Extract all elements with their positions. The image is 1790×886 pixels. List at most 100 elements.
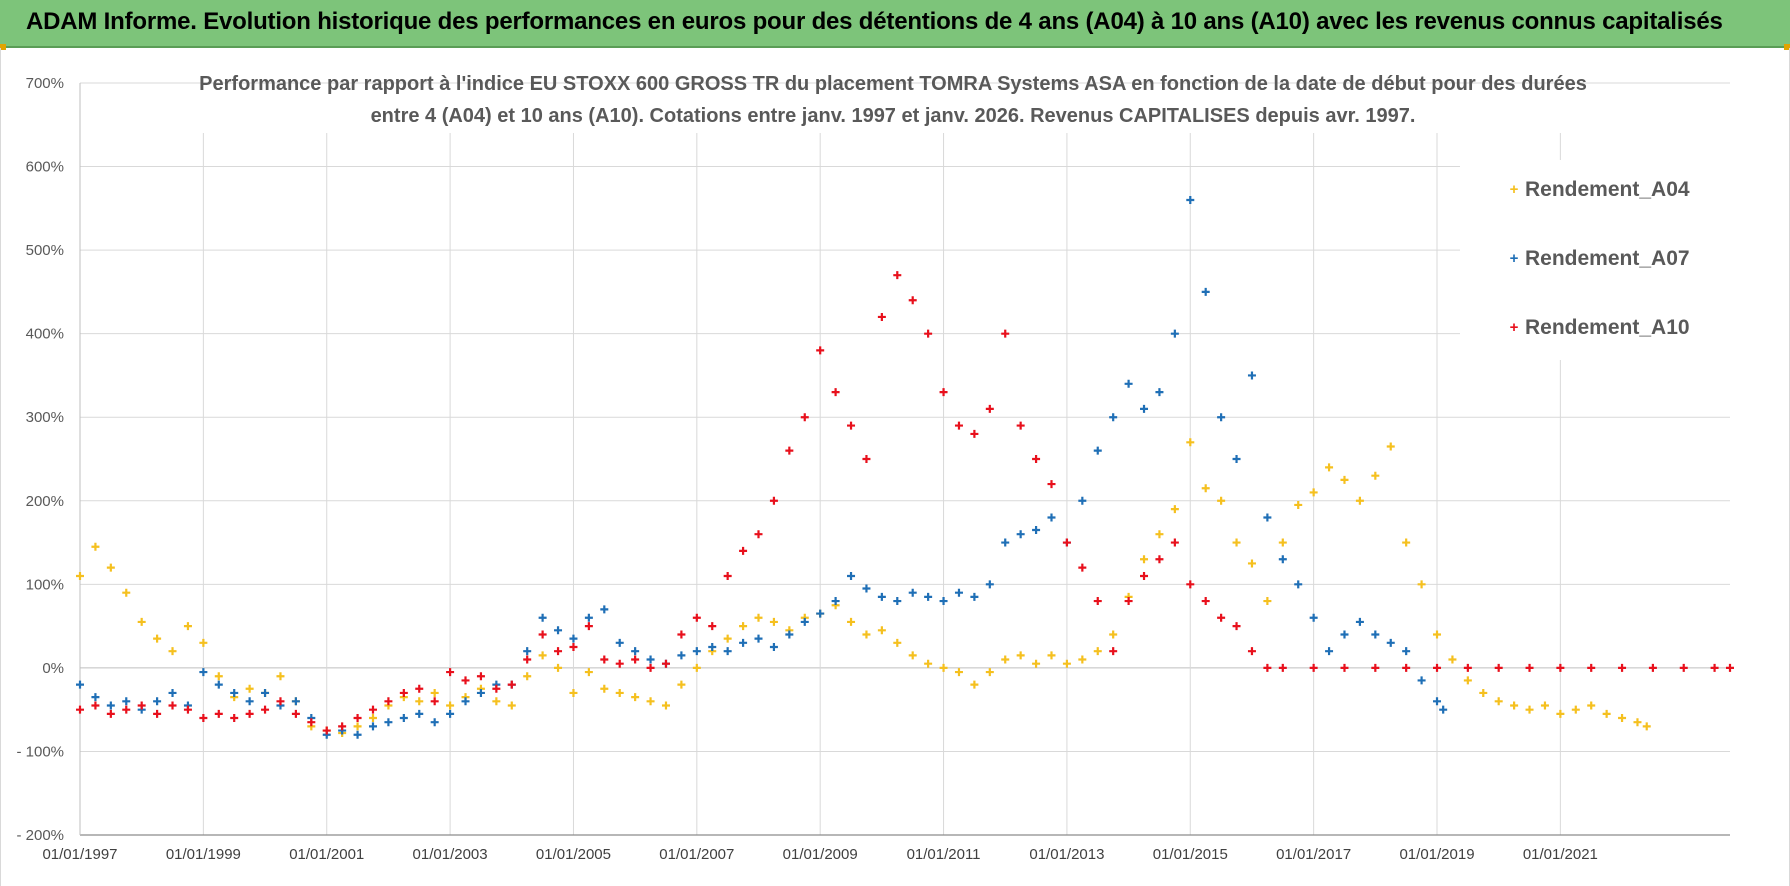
data-point: [199, 638, 208, 647]
data-point: [1170, 505, 1179, 514]
data-point: [1078, 563, 1087, 572]
x-tick-label: 01/01/2009: [783, 846, 858, 863]
x-tick-label: 01/01/2001: [289, 846, 364, 863]
data-point: [446, 709, 455, 718]
legend-marker-a07: +: [1510, 250, 1519, 267]
data-point: [168, 701, 177, 710]
data-point: [1386, 638, 1395, 647]
data-point: [1571, 705, 1580, 714]
data-point: [384, 697, 393, 706]
data-point: [816, 346, 825, 355]
data-point: [1386, 442, 1395, 451]
corner-mark-right: [1784, 44, 1790, 50]
chart-title-line2: entre 4 (A04) et 10 ans (A10). Cotations…: [371, 105, 1416, 127]
data-point: [523, 655, 532, 664]
data-point: [1479, 688, 1488, 697]
x-tick-label: 01/01/1999: [166, 846, 241, 863]
x-tick-labels: 01/01/1997 01/01/1999 01/01/2001 01/01/2003…: [42, 846, 1597, 863]
data-point: [569, 643, 578, 651]
data-point: [908, 296, 917, 305]
data-point: [1710, 663, 1719, 672]
data-point: [985, 668, 994, 677]
data-point: [76, 680, 84, 689]
data-point: [646, 697, 655, 706]
data-point: [507, 701, 516, 710]
data-point: [954, 588, 963, 597]
data-point: [1402, 647, 1411, 656]
y-tick-labels: 700% 600% 500% 400% 300% 200% 100% 0% - 100% - 20…: [16, 75, 64, 844]
data-point: [1309, 488, 1318, 497]
data-point: [1263, 513, 1272, 522]
data-point: [1525, 663, 1534, 672]
x-tick-label: 01/01/2017: [1276, 846, 1351, 863]
y-tick-label: 400%: [26, 326, 64, 343]
data-point: [584, 613, 593, 622]
data-point: [1155, 530, 1164, 539]
data-point: [908, 651, 917, 660]
data-point: [1093, 597, 1102, 606]
data-point: [692, 647, 701, 656]
data-point: [1217, 613, 1226, 622]
data-point: [153, 709, 162, 718]
data-point: [1032, 526, 1041, 535]
data-point: [800, 413, 809, 422]
data-point: [661, 701, 670, 710]
legend-label-a10: Rendement_A10: [1525, 316, 1690, 339]
data-point: [214, 680, 223, 689]
y-tick-label: 100%: [26, 576, 64, 593]
data-point: [1078, 496, 1087, 505]
data-point: [893, 271, 902, 280]
data-point: [1309, 663, 1318, 672]
data-point: [1587, 663, 1596, 672]
data-point: [523, 672, 532, 681]
data-point: [199, 714, 208, 723]
data-point: [554, 626, 563, 635]
data-point: [1186, 580, 1195, 589]
data-point: [307, 718, 316, 727]
data-point: [1016, 421, 1025, 430]
data-point: [230, 714, 239, 723]
data-point: [245, 709, 254, 718]
data-point: [1556, 709, 1565, 718]
data-point: [1140, 571, 1149, 580]
data-point: [214, 709, 223, 718]
data-point: [353, 722, 362, 731]
data-point: [1340, 663, 1349, 672]
chart-title-line1: Performance par rapport à l'indice EU ST…: [199, 73, 1587, 95]
data-point: [1186, 195, 1195, 204]
data-point: [1170, 329, 1179, 338]
data-point: [1217, 496, 1226, 505]
x-tick-label: 01/01/2005: [536, 846, 611, 863]
data-point: [692, 663, 701, 672]
data-point: [739, 546, 748, 555]
data-point: [739, 622, 748, 631]
data-point: [1078, 655, 1087, 664]
data-point: [230, 688, 239, 697]
data-point: [1032, 455, 1041, 463]
data-point: [430, 697, 439, 706]
data-point: [1402, 663, 1411, 672]
data-point: [353, 714, 362, 723]
x-tick-label: 01/01/2003: [413, 846, 488, 863]
data-point: [91, 701, 100, 710]
data-point: [600, 684, 609, 693]
data-point: [1448, 655, 1457, 664]
data-point: [1463, 663, 1472, 672]
data-point: [1140, 404, 1149, 413]
data-point: [1433, 630, 1442, 639]
title-backdrop: [1447, 86, 1717, 108]
data-point: [430, 718, 439, 727]
data-point: [1263, 597, 1272, 606]
data-point: [554, 647, 563, 656]
data-point: [1016, 530, 1025, 539]
y-tick-label: - 200%: [16, 827, 64, 844]
data-point: [183, 705, 192, 714]
data-point: [1494, 697, 1503, 706]
data-point: [708, 643, 717, 651]
data-point: [76, 705, 84, 714]
data-point: [924, 659, 933, 668]
data-point: [939, 597, 948, 606]
data-point: [276, 672, 285, 681]
data-point: [446, 701, 455, 710]
data-point: [261, 705, 270, 714]
